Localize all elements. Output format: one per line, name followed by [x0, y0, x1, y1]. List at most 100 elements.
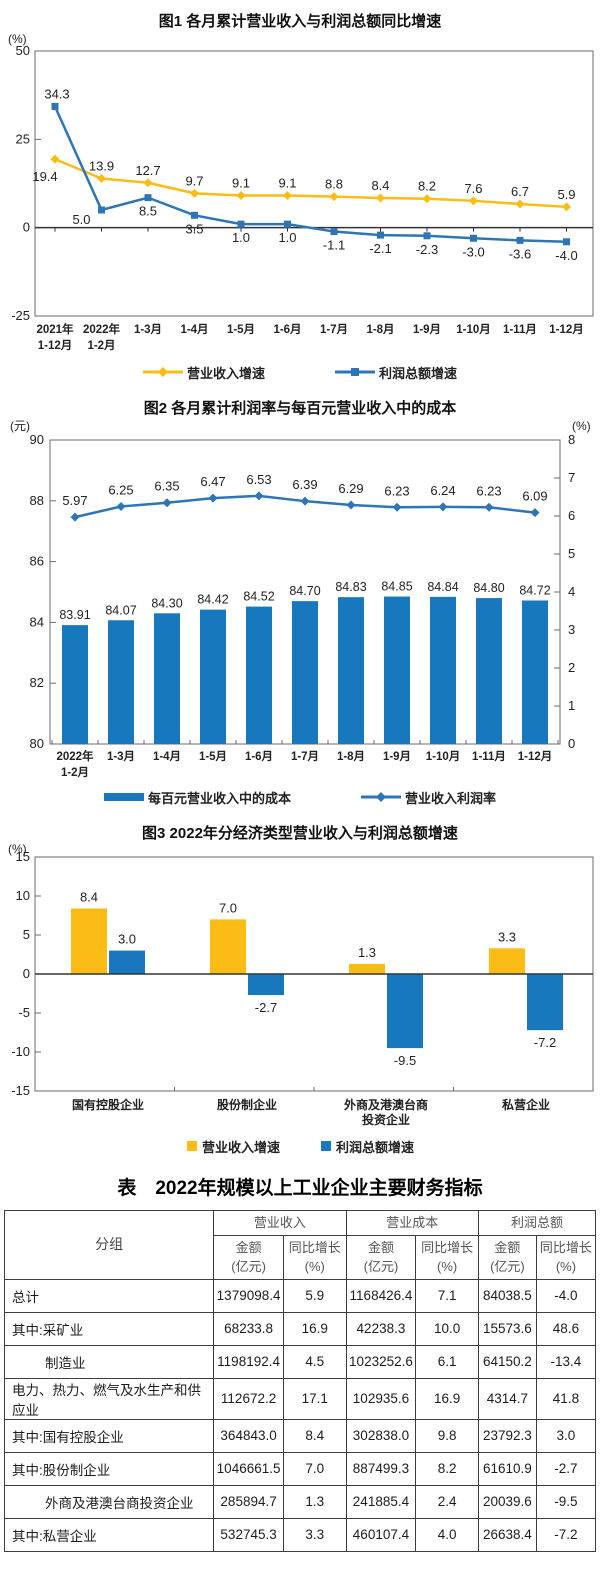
x-axis-label: 国有控股企业 — [72, 1097, 144, 1112]
legend-item: 利润总额增速 — [320, 1137, 414, 1156]
data-label: 8.2 — [418, 179, 436, 194]
svg-text:3: 3 — [568, 622, 575, 637]
cost-bar — [200, 609, 226, 744]
diamond-marker — [157, 367, 168, 377]
cost-bar — [62, 625, 88, 744]
line-label: 6.25 — [108, 483, 133, 498]
diamond-marker — [70, 512, 80, 522]
series-line-0 — [54, 157, 567, 209]
row-value: 5.9 — [282, 1278, 347, 1313]
data-label: -2.7 — [255, 1000, 277, 1015]
cost-bar — [430, 596, 456, 744]
line-diamond-legend-marker — [142, 367, 183, 377]
x-axis-label: 1-9月 — [413, 323, 441, 336]
subheader-growth: 同比增长 (%) — [282, 1234, 347, 1280]
diamond-marker — [162, 498, 172, 508]
row-value: 4314.7 — [477, 1377, 537, 1420]
header-group-col: 分组 — [3, 1210, 215, 1280]
line-label: 6.29 — [338, 481, 363, 496]
diamond-marker — [530, 508, 540, 518]
data-label: 8.8 — [325, 177, 343, 192]
bar-label: 84.85 — [381, 580, 412, 594]
bar-label: 84.84 — [427, 580, 458, 594]
x-axis-label: 1-11月 — [503, 323, 537, 336]
row-value: 1046661.5 — [213, 1451, 284, 1486]
x-axis-label: 1-5月 — [199, 750, 227, 763]
x-axis-label: 1-10月 — [426, 750, 461, 763]
data-label: 13.9 — [89, 159, 114, 174]
square-marker — [191, 211, 198, 219]
chart1-block: 图1 各月累计营业收入与利润总额同比增速 (%) 50 25 0 -25 19.4 13.9… — [0, 0, 600, 383]
row-value: 3.0 — [535, 1418, 597, 1453]
x-axis-label: 1-5月 — [227, 323, 255, 336]
svg-text:4: 4 — [568, 584, 575, 599]
row-value: -2.7 — [535, 1451, 597, 1486]
bar-label: 83.91 — [59, 608, 90, 622]
subheader-amount: 金额 (亿元) — [213, 1234, 284, 1280]
diamond-marker — [392, 502, 402, 512]
svg-text:84: 84 — [30, 614, 44, 629]
svg-text:(%): (%) — [8, 843, 27, 856]
x-axis-label: 1-8月 — [366, 323, 394, 336]
line-square-legend-marker — [335, 368, 375, 376]
data-label: 1.3 — [358, 945, 376, 960]
row-value: -9.5 — [535, 1484, 597, 1519]
data-label: 19.4 — [32, 169, 57, 184]
data-label: 9.7 — [185, 173, 203, 188]
row-value: 26638.4 — [477, 1517, 537, 1552]
x-axis-label: 1-8月 — [337, 750, 365, 763]
data-label: 3.5 — [185, 221, 203, 236]
row-value: 1379098.4 — [213, 1278, 284, 1313]
diamond-marker — [329, 192, 339, 202]
table-row: 其中:私营企业 532745.3 3.3 460107.4 4.0 26638.4 -7.2 — [3, 1517, 597, 1552]
chart3-title: 图3 2022年分经济类型营业收入与利润总额增速 — [142, 825, 458, 842]
row-value: 3.3 — [282, 1517, 347, 1552]
swatch-legend-marker — [321, 1141, 331, 1151]
bar-label: 84.30 — [151, 596, 182, 610]
subheader-growth: 同比增长 (%) — [535, 1234, 597, 1280]
line-diamond-legend-marker — [361, 792, 401, 802]
diamond-marker — [346, 500, 356, 510]
data-label: -9.5 — [394, 1053, 416, 1068]
square-marker — [144, 194, 152, 202]
row-value: 64150.2 — [477, 1344, 537, 1379]
line-label: 6.24 — [430, 483, 455, 498]
square-marker — [423, 232, 431, 240]
row-value: 302838.0 — [345, 1418, 417, 1453]
table-row: 其中:股份制企业 1046661.5 7.0 887499.3 8.2 61610.9 -2… — [3, 1451, 597, 1486]
square-marker — [377, 231, 384, 239]
diamond-marker — [116, 502, 126, 511]
square-marker — [330, 228, 338, 236]
diamond-marker — [208, 493, 218, 503]
legend-label: 利润总额增速 — [379, 365, 458, 381]
row-value: 10.0 — [415, 1311, 479, 1346]
legend-label: 营业收入增速 — [186, 365, 265, 381]
data-label: 8.4 — [371, 178, 389, 193]
row-name: 外商及港澳台商投资企业 — [3, 1484, 215, 1519]
row-value: 16.9 — [415, 1377, 479, 1420]
row-name: 制造业 — [3, 1344, 215, 1379]
row-value: 1168426.4 — [345, 1278, 417, 1313]
data-label: 9.1 — [232, 176, 250, 191]
chart1-title: 图1 各月累计营业收入与利润总额同比增速 — [158, 13, 442, 30]
svg-text:15: 15 — [16, 849, 30, 864]
x-axis-label: 1-12月 — [549, 323, 584, 336]
table-row: 其中:采矿业 68233.8 16.9 42238.3 10.0 15573.6 48.6 — [3, 1311, 597, 1346]
row-value: 41.8 — [535, 1377, 597, 1420]
x-axis-label: 2022年 1-2月 — [56, 749, 94, 779]
row-value: 6.1 — [415, 1344, 479, 1379]
svg-text:90: 90 — [30, 432, 44, 447]
diamond-marker — [300, 496, 310, 506]
data-label: 7.6 — [464, 181, 482, 196]
cost-bar — [522, 600, 548, 744]
profit-bar — [527, 974, 563, 1031]
x-axis-label: 1-10月 — [456, 323, 491, 336]
data-label: 12.7 — [135, 163, 160, 178]
header-cost: 营业成本 — [345, 1210, 479, 1236]
row-value: 241885.4 — [345, 1484, 417, 1519]
plot-border — [34, 50, 594, 317]
row-value: 7.1 — [415, 1278, 479, 1313]
series-line-1 — [53, 105, 567, 244]
profit-bar — [248, 974, 284, 996]
row-name: 其中:私营企业 — [3, 1517, 215, 1552]
